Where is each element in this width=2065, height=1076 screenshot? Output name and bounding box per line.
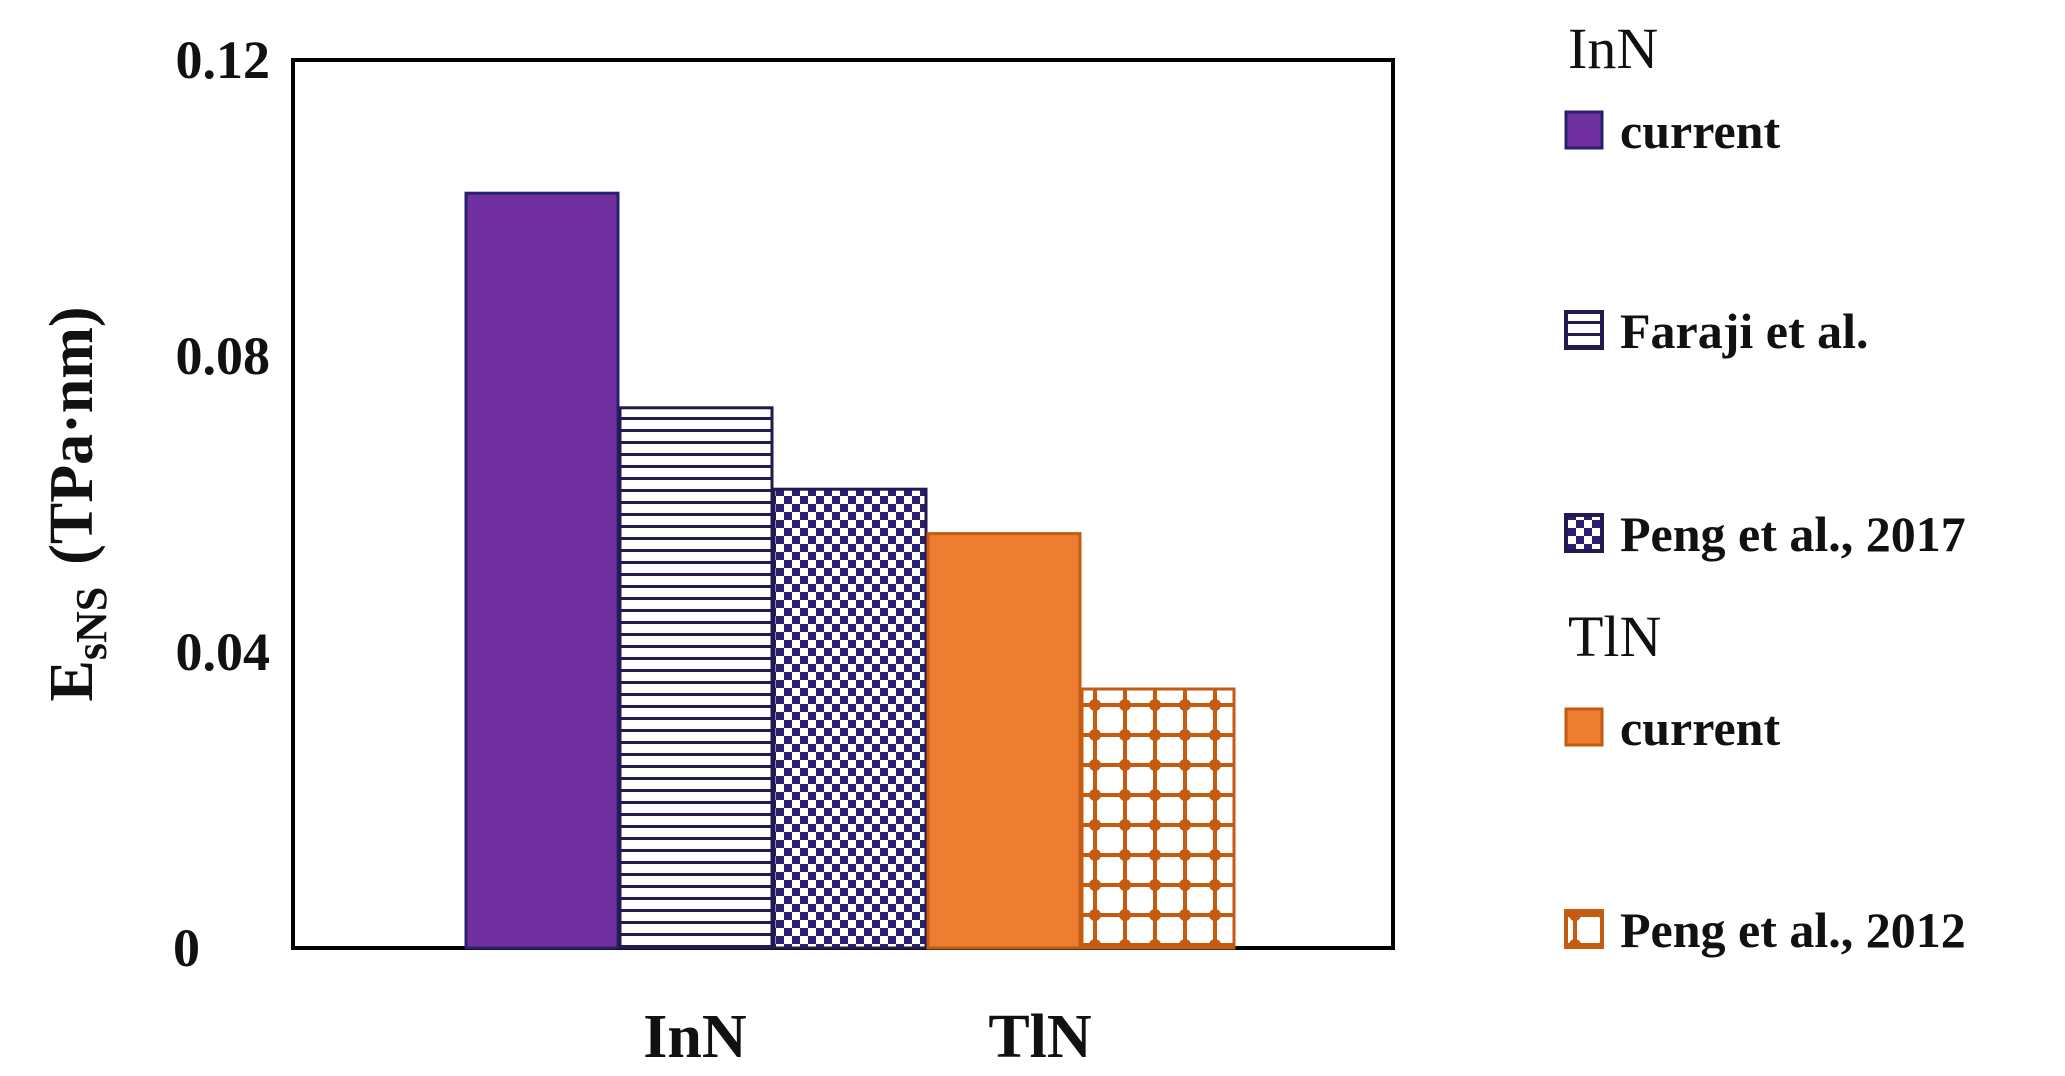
y-axis-label-subscript: sNS [67, 587, 116, 660]
y-tick-label: 0.12 [176, 30, 271, 90]
legend-entry-label: Faraji et al. [1620, 303, 1869, 359]
legend-swatch [1564, 110, 1604, 150]
bar-inn-faraji [618, 406, 774, 950]
legend-entry-label: Peng et al., 2012 [1620, 902, 1966, 958]
y-axis-label-unit: (TPa·nm) [38, 306, 106, 564]
y-tick-label: 0 [173, 918, 200, 978]
legend: InN current Faraji et al. Peng et al., 2… [1564, 16, 1966, 958]
bar-tln-current [926, 532, 1082, 950]
legend-swatch [1564, 513, 1604, 553]
legend-group-title: InN [1568, 16, 1658, 81]
legend-entry-label: Peng et al., 2017 [1620, 506, 1966, 562]
x-axis: InN TlN [643, 1003, 1091, 1071]
bar-inn-peng-2017 [772, 487, 928, 950]
x-category-label: TlN [988, 1003, 1091, 1071]
legend-swatch [1564, 909, 1604, 949]
y-tick-label: 0.04 [176, 622, 271, 682]
bar-inn-current [464, 191, 620, 950]
bars [464, 191, 1236, 950]
y-axis-label-base: E [38, 660, 106, 701]
legend-entry-label: current [1620, 103, 1780, 159]
legend-swatch [1564, 707, 1604, 747]
y-tick-label: 0.08 [176, 326, 271, 386]
legend-entry-label: current [1620, 700, 1780, 756]
y-axis: 0 0.04 0.08 0.12 [173, 30, 270, 978]
y-axis-label: EsNS (TPa·nm) [38, 306, 116, 701]
x-category-label: InN [643, 1003, 746, 1071]
legend-swatch [1564, 310, 1604, 350]
legend-group-title: TlN [1568, 604, 1661, 669]
bar-tln-peng-2012 [1080, 687, 1236, 950]
